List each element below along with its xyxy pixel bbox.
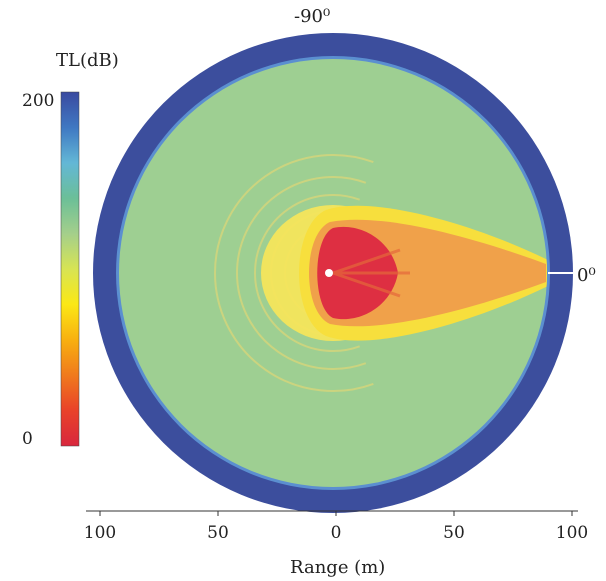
range-tick-label: 50 [207,523,229,543]
interference-arc [214,154,374,392]
colorbar [60,91,80,447]
range-tick-label: 100 [84,523,116,543]
source-marker [325,269,333,277]
range-tick-label: 100 [556,523,588,543]
interference-arc [235,176,367,370]
angle-label-right: 0⁰ [577,265,596,286]
range-axis: 100 50 0 50 100 [84,510,588,543]
range-tick-label: 50 [443,523,465,543]
colorbar-tick-min: 0 [22,429,33,449]
angle-label-top: -90⁰ [294,6,330,27]
colorbar-label: TL(dB) [56,50,119,71]
range-tick-label: 0 [331,523,342,543]
range-axis-label: Range (m) [290,557,385,578]
beam-core-streaks [332,248,410,298]
polar-field [93,33,573,513]
interference-arc [254,194,361,352]
colorbar-tick-max: 200 [22,91,54,111]
